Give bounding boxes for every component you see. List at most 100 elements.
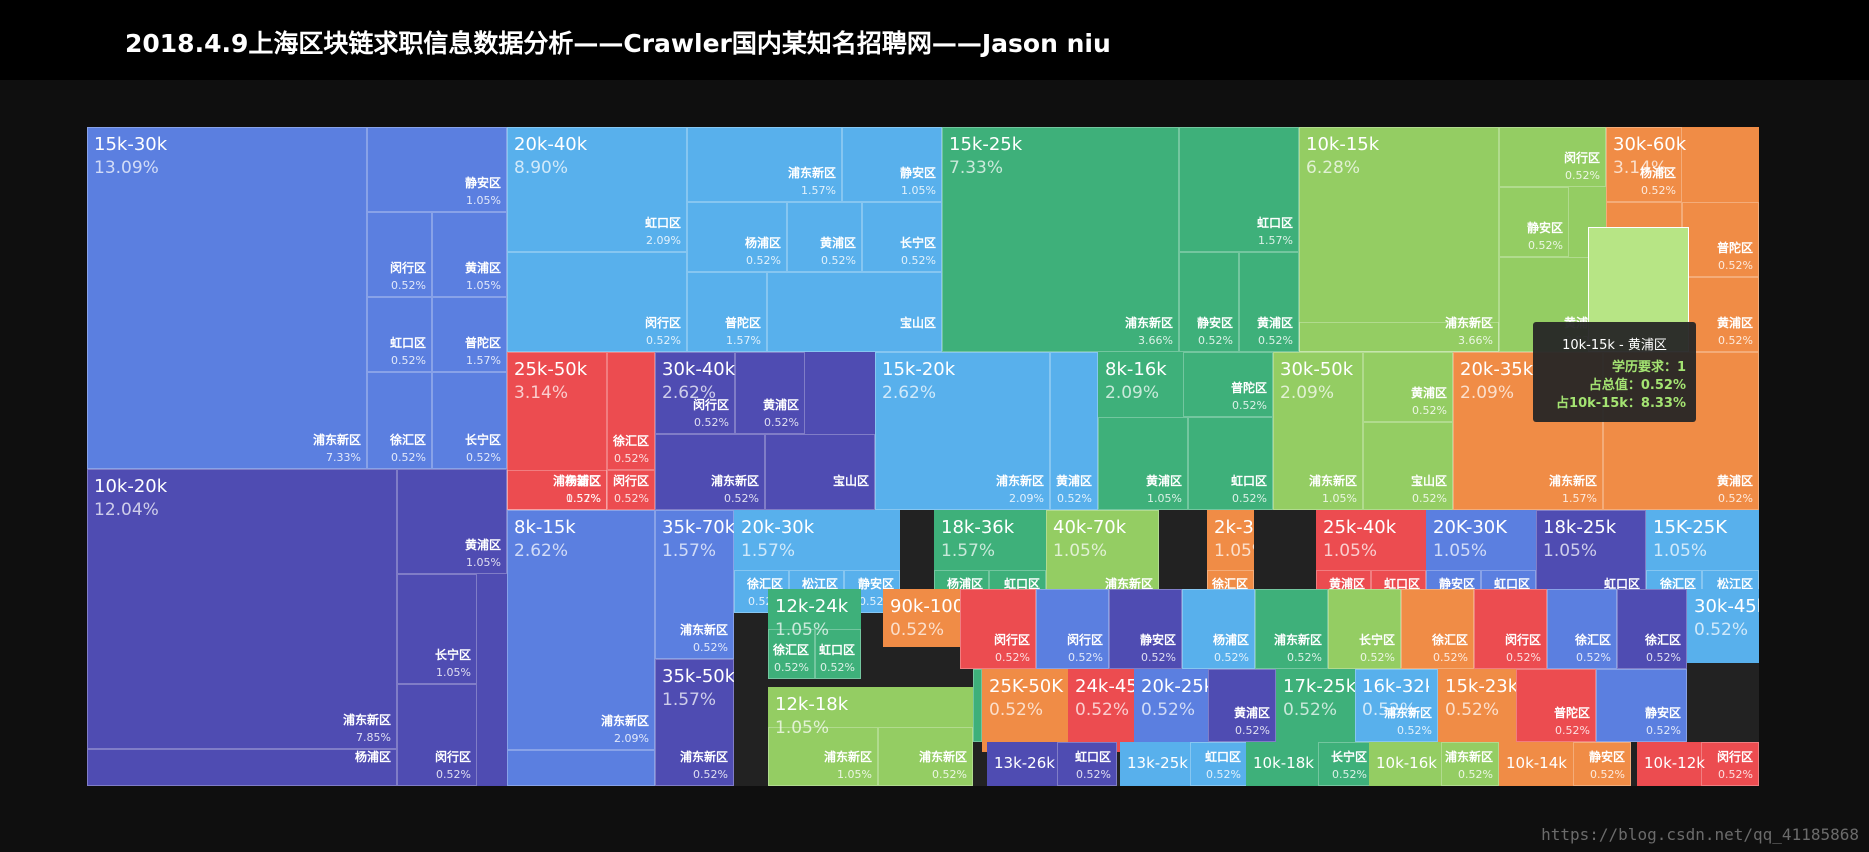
treemap-tile[interactable]: 浦东新区 7.85% 黄浦区 1.05% 长宁区 1.05% 闵行区 0.52% 杨浦区 10k-…	[87, 469, 507, 786]
treemap-cell[interactable]	[1299, 322, 1499, 352]
treemap-cell[interactable]: 普陀区 1.57%	[687, 272, 767, 352]
treemap-cell[interactable]	[507, 750, 655, 786]
treemap-cell[interactable]: 浦东新区 1.57%	[507, 352, 607, 510]
treemap-tile[interactable]: 20k-25k 0.52%	[1134, 669, 1208, 752]
treemap-cell[interactable]: 宝山区	[765, 434, 875, 510]
treemap-cell[interactable]: 静安区 0.52%	[1596, 669, 1687, 742]
treemap-cell[interactable]: 浦东新区 0.52%	[1355, 669, 1438, 742]
treemap-tile[interactable]: 虹口区 2.09% 浦东新区 1.57% 静安区 1.05% 杨浦区 0.52% 黄浦区 0.52…	[507, 127, 942, 352]
treemap-cell[interactable]: 闵行区 0.52%	[1036, 589, 1109, 669]
treemap-cell[interactable]: 闵行区 0.52%	[960, 589, 1036, 669]
treemap-cell[interactable]: 黄浦区 0.52%	[1682, 277, 1759, 352]
treemap-cell[interactable]: 浦东新区 7.33%	[87, 127, 367, 469]
treemap-tile[interactable]: 浦东新区 3.66% 虹口区 1.57% 静安区 0.52% 黄浦区 0.52% 15k-25k…	[942, 127, 1299, 352]
treemap-tile[interactable]: 浦东新区 7.33% 静安区 1.05% 闵行区 0.52% 黄浦区 1.05% 虹口区 0.52…	[87, 127, 507, 469]
treemap-tile[interactable]: 闵行区 0.52% 黄浦区 0.52% 浦东新区 0.52% 宝山区 30k-40k 2.62%	[655, 352, 875, 510]
treemap-cell[interactable]: 浦东新区 1.57%	[687, 127, 842, 202]
treemap-cell[interactable]: 闵行区 0.52%	[655, 352, 735, 434]
treemap-cell[interactable]: 浦东新区 1.05%	[1273, 352, 1363, 510]
treemap-cell[interactable]	[973, 669, 982, 742]
treemap-cell[interactable]: 闵行区 0.52%	[1499, 127, 1606, 187]
treemap-cell[interactable]: 浦东新区 0.52%	[655, 510, 734, 659]
treemap-cell[interactable]: 闵行区 0.52%	[1701, 742, 1759, 786]
treemap-cell[interactable]: 徐汇区 0.52%	[1617, 589, 1687, 669]
treemap-cell[interactable]: 虹口区 2.09%	[507, 127, 687, 252]
treemap-cell[interactable]: 浦东新区 3.66%	[942, 127, 1179, 352]
treemap-cell[interactable]: 浦东新区 0.52%	[1441, 742, 1499, 786]
treemap-cell[interactable]: 长宁区 0.52%	[432, 372, 507, 469]
treemap-cell[interactable]: 虹口区 0.52%	[1188, 417, 1273, 510]
treemap-cell[interactable]: 浦东新区 0.52%	[1255, 589, 1328, 669]
treemap-cell[interactable]: 黄浦区 1.05%	[397, 469, 507, 574]
treemap-cell[interactable]: 虹口区 1.57%	[1179, 127, 1299, 252]
treemap-tile[interactable]: 90k-100k 0.52%	[883, 589, 960, 647]
treemap-tile[interactable]: 30k-45k 0.52%	[1687, 589, 1759, 663]
treemap-cell[interactable]: 黄浦区 0.52%	[1208, 669, 1276, 742]
treemap-cell[interactable]: 普陀区 0.52%	[1516, 669, 1596, 742]
treemap-tile[interactable]: 虹口区 0.52% 13k-26k	[987, 742, 1117, 786]
treemap-cell[interactable]: 闵行区 0.52%	[507, 252, 687, 352]
treemap-cell[interactable]: 黄浦区 0.52%	[735, 352, 805, 434]
treemap-cell[interactable]: 徐汇区 0.52%	[1547, 589, 1617, 669]
treemap-cell[interactable]: 浦东新区 2.09%	[507, 510, 655, 750]
treemap-cell[interactable]: 黄浦区 0.52%	[1239, 252, 1299, 352]
treemap-cell[interactable]: 杨浦区	[87, 749, 397, 786]
treemap-cell[interactable]: 徐汇区 0.52%	[768, 629, 815, 679]
treemap-tile[interactable]: 浦东新区 2.09% 黄浦区 0.52% 15k-20k 2.62%	[875, 352, 1098, 510]
treemap-cell[interactable]: 静安区 1.05%	[842, 127, 942, 202]
treemap-tile[interactable]: 浦东新区 2.09% 8k-15k 2.62%	[507, 510, 655, 786]
treemap-cell[interactable]: 浦东新区 0.52%	[878, 727, 973, 786]
treemap-cell[interactable]: 静安区 0.52%	[1109, 589, 1182, 669]
treemap-cell[interactable]: 闵行区 0.52%	[607, 470, 655, 510]
treemap-cell[interactable]: 杨浦区 0.52%	[1606, 127, 1682, 202]
treemap-cell[interactable]: 宝山区	[767, 272, 942, 352]
treemap-cell[interactable]: 普陀区 0.52%	[1183, 352, 1273, 417]
treemap-cell[interactable]: 长宁区 0.52%	[862, 202, 942, 272]
treemap-cell[interactable]: 虹口区 0.52%	[367, 297, 432, 372]
treemap-tile[interactable]: 闵行区 0.52% 10k-12k	[1637, 742, 1759, 786]
treemap-tile[interactable]: 浦东新区 1.57% 徐汇区 0.52% 杨浦区 0.52% 闵行区 0.52% 25k-50k…	[507, 352, 655, 510]
treemap-cell[interactable]: 闵行区 0.52%	[367, 212, 432, 297]
treemap-cell[interactable]: 黄浦区 0.52%	[787, 202, 862, 272]
treemap-cell[interactable]: 普陀区 1.57%	[432, 297, 507, 372]
treemap-cell[interactable]: 静安区 0.52%	[1573, 742, 1631, 786]
treemap-cell[interactable]: 黄浦区 1.05%	[1098, 417, 1188, 510]
treemap-tile[interactable]: 浦东新区 1.05% 浦东新区 0.52% 12k-18k 1.05%	[768, 687, 973, 786]
treemap-cell[interactable]: 闵行区 0.52%	[1474, 589, 1547, 669]
treemap-cell[interactable]: 宝山区 0.52%	[1363, 422, 1453, 510]
treemap-cell[interactable]: 静安区 0.52%	[1179, 252, 1239, 352]
treemap-tile[interactable]: 浦东新区 0.52% 35k-70k 1.57%	[655, 510, 734, 659]
treemap-cell[interactable]: 黄浦区 0.52%	[1050, 352, 1098, 510]
treemap-cell[interactable]: 静安区 0.52%	[1499, 187, 1569, 257]
treemap-tile[interactable]: 长宁区 0.52% 10k-18k	[1246, 742, 1373, 786]
treemap-cell[interactable]: 杨浦区 0.52%	[1182, 589, 1255, 669]
treemap-cell[interactable]: 虹口区 0.52%	[1057, 742, 1117, 786]
treemap-tile[interactable]: 徐汇区 0.52% 虹口区 0.52% 12k-24k 1.05%	[768, 589, 861, 679]
treemap-cell[interactable]: 浦东新区 0.52%	[655, 434, 765, 510]
treemap-tile[interactable]: 浦东新区3.66%闵行区0.52%静安区0.52%黄浦区0.52%10k-15k…	[1299, 127, 1606, 352]
treemap-cell[interactable]: 闵行区 0.52%	[397, 684, 477, 786]
treemap-tile[interactable]: 浦东新区 1.05% 黄浦区 0.52% 宝山区 0.52% 30k-50k 2.09%	[1273, 352, 1453, 510]
treemap-tile[interactable]: 静安区 0.52% 10k-14k	[1499, 742, 1631, 786]
treemap-chart[interactable]: 浦东新区 7.33% 静安区 1.05% 闵行区 0.52% 黄浦区 1.05% 虹口区 0.52…	[87, 127, 1759, 786]
treemap-cell[interactable]: 徐汇区 0.52%	[1401, 589, 1474, 669]
treemap-cell[interactable]: 静安区 1.05%	[367, 127, 507, 212]
treemap-tile[interactable]: 浦东新区 0.52% 35k-50k 1.57%	[655, 659, 734, 786]
treemap-cell[interactable]: 普陀区 0.52%	[1682, 202, 1759, 277]
treemap-tile[interactable]: 17k-25k 0.52%	[1276, 669, 1355, 752]
treemap-tile[interactable]: 虹口区 0.52% 13k-25k	[1120, 742, 1247, 786]
treemap-cell[interactable]: 浦东新区 3.66%	[1299, 127, 1499, 352]
treemap-cell[interactable]: 浦东新区 0.52%	[655, 659, 734, 786]
treemap-cell[interactable]: 杨浦区 0.52%	[687, 202, 787, 272]
treemap-cell[interactable]: 虹口区 0.52%	[815, 629, 861, 679]
treemap-cell[interactable]: 黄浦区 0.52%	[1363, 352, 1453, 422]
treemap-cell[interactable]: 浦东新区 1.57%	[1453, 352, 1603, 510]
treemap-cell[interactable]: 长宁区 0.52%	[1318, 742, 1373, 786]
treemap-tile[interactable]: 普陀区 0.52% 黄浦区 1.05% 虹口区 0.52% 8k-16k 2.09%	[1098, 352, 1273, 510]
treemap-cell[interactable]: 浦东新区 1.05%	[768, 727, 878, 786]
treemap-cell[interactable]: 浦东新区 2.09%	[875, 352, 1050, 510]
treemap-tile[interactable]: 24k-45k 0.52%	[1068, 669, 1134, 752]
treemap-cell[interactable]: 徐汇区 0.52%	[607, 352, 655, 470]
treemap-cell[interactable]: 长宁区 0.52%	[1328, 589, 1401, 669]
treemap-cell[interactable]: 虹口区 0.52%	[1190, 742, 1247, 786]
